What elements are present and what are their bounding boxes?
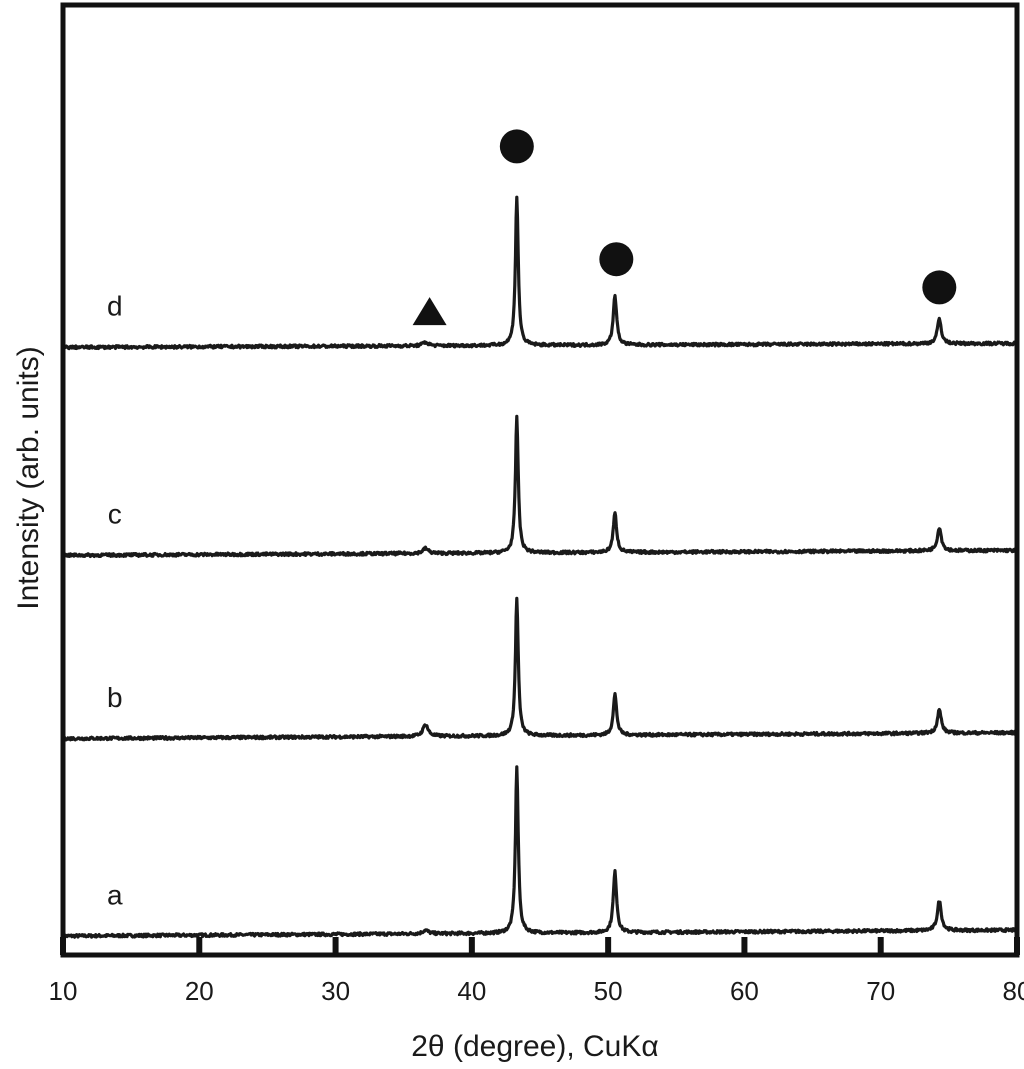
x-axis-title: 2θ (degree), CuKα	[411, 1030, 658, 1063]
x-tick-label: 30	[321, 976, 350, 1006]
x-tick-label: 60	[730, 976, 759, 1006]
x-tick-label: 40	[457, 976, 486, 1006]
phase-marker-circle	[599, 242, 634, 277]
trace-group	[61, 195, 1019, 939]
xrd-trace-c	[61, 414, 1018, 559]
trace-label-b: b	[107, 682, 123, 713]
x-tick-label: 80	[1003, 976, 1024, 1006]
phase-marker-circle	[922, 270, 957, 305]
x-tick-label: 70	[866, 976, 895, 1006]
y-axis-title: Intensity (arb. units)	[12, 346, 45, 609]
x-tick-group: 10 20 30 40 50 60 70 80	[49, 937, 1024, 1006]
trace-label-a: a	[107, 879, 123, 910]
marker-group	[412, 129, 957, 326]
plot-frame	[60, 2, 1020, 958]
xrd-trace-d	[61, 195, 1018, 351]
x-tick-label: 20	[185, 976, 214, 1006]
xrd-trace-b	[61, 596, 1019, 742]
phase-marker-triangle	[412, 297, 447, 326]
trace-label-d: d	[107, 291, 123, 322]
xrd-trace-a	[61, 765, 1018, 939]
x-tick-label: 50	[594, 976, 623, 1006]
phase-marker-circle	[499, 129, 534, 164]
x-tick-label: 10	[49, 976, 78, 1006]
trace-label-c: c	[108, 499, 122, 530]
trace-label-group: a b c d	[107, 291, 123, 911]
